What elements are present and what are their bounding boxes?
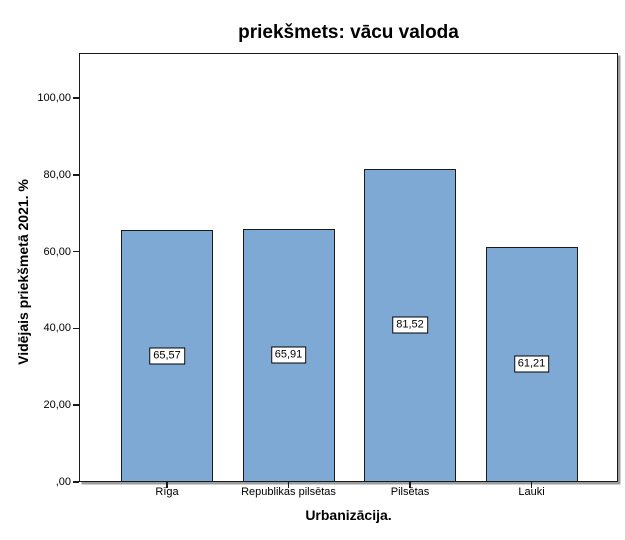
bar-value-label: 65,91: [270, 346, 307, 364]
x-axis-title: Urbanizācija.: [305, 507, 392, 523]
y-tick-label: 100,00: [37, 92, 71, 104]
y-tick-label: 60,00: [43, 245, 71, 258]
y-axis-title: Vidējais priekšmetā 2021. %: [15, 179, 31, 365]
y-tick-label: 80,00: [43, 168, 71, 181]
x-tick-mark: [409, 482, 411, 488]
chart-title: priekšmets: vācu valoda: [238, 22, 459, 43]
x-tick-label: Lauki: [518, 486, 545, 498]
bar-value-label: 61,21: [513, 355, 550, 373]
x-tick-label: Republikas pilsētas: [241, 486, 336, 498]
x-tick-mark: [287, 482, 290, 488]
x-tick-mark: [166, 482, 168, 488]
y-tick-mark: [73, 174, 79, 176]
y-tick-mark: [73, 327, 79, 330]
x-tick-mark: [530, 482, 533, 488]
y-tick-mark: [73, 481, 79, 483]
x-tick-label: Rīga: [155, 486, 179, 498]
bar-value-label: 65,57: [149, 347, 185, 365]
y-tick-label: 20,00: [43, 399, 71, 412]
y-tick-label: ,00: [55, 476, 71, 488]
y-tick-mark: [73, 250, 79, 253]
y-tick-label: 40,00: [43, 322, 71, 335]
x-tick-label: Pilsētas: [390, 486, 430, 498]
y-tick-mark: [73, 404, 79, 406]
bar-value-label: 81,52: [392, 316, 428, 334]
bar: [242, 228, 335, 482]
y-tick-mark: [73, 97, 79, 99]
